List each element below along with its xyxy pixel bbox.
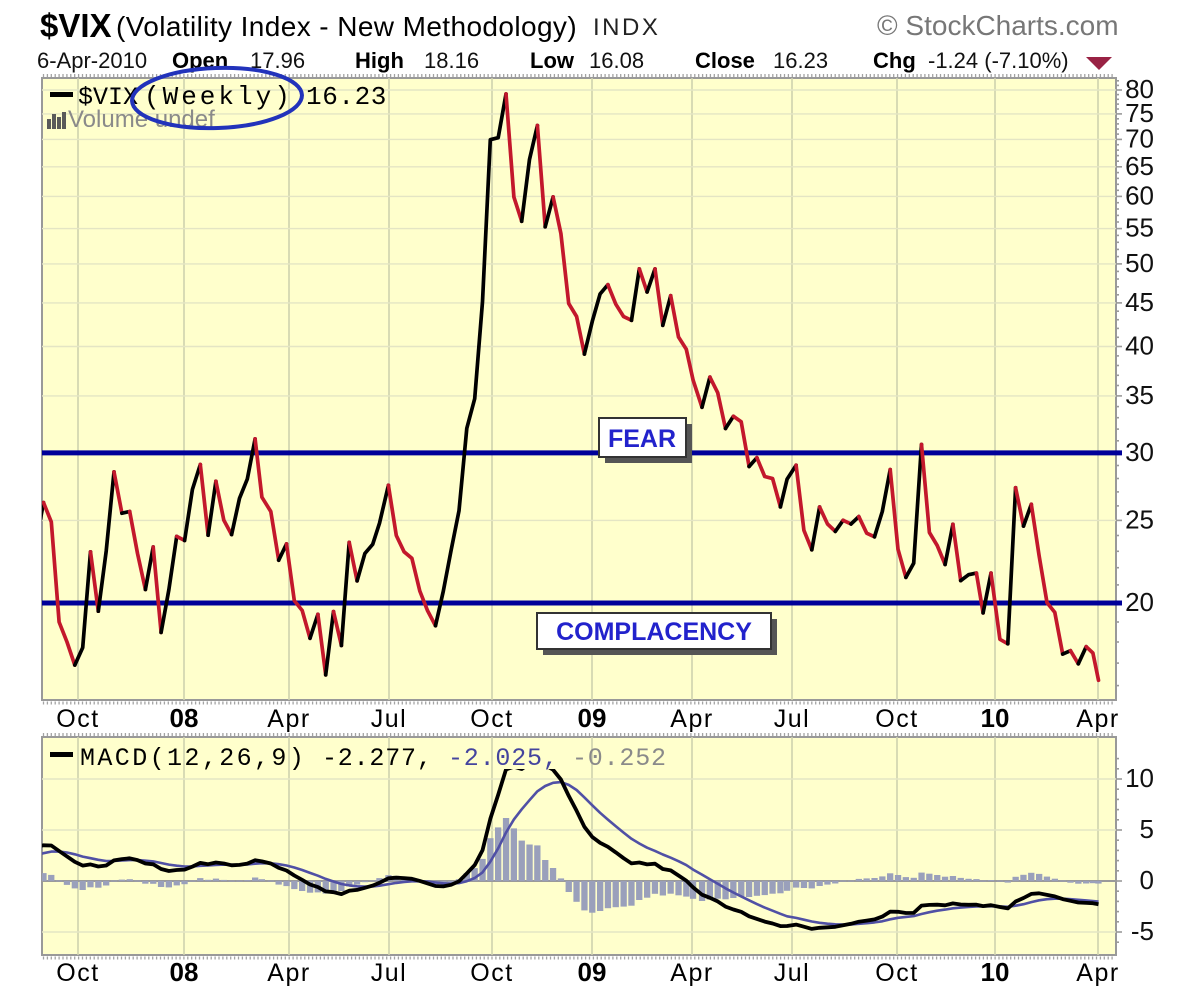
svg-text:Oct: Oct: [470, 705, 513, 733]
svg-text:0: 0: [1140, 865, 1154, 895]
svg-text:Oct: Oct: [56, 959, 99, 987]
svg-text:08: 08: [170, 957, 199, 987]
svg-text:FEAR: FEAR: [608, 425, 676, 453]
svg-text:Jul: Jul: [371, 705, 407, 733]
svg-text:10: 10: [1125, 763, 1154, 793]
svg-text:55: 55: [1125, 213, 1154, 243]
svg-text:50: 50: [1125, 248, 1154, 278]
svg-text:10: 10: [981, 957, 1010, 987]
svg-text:20: 20: [1125, 587, 1154, 617]
svg-text:-5: -5: [1131, 916, 1154, 946]
svg-text:10: 10: [981, 703, 1010, 733]
svg-text:Apr: Apr: [1076, 959, 1119, 987]
svg-text:45: 45: [1125, 287, 1154, 317]
svg-text:COMPLACENCY: COMPLACENCY: [556, 618, 752, 646]
svg-text:Oct: Oct: [875, 959, 918, 987]
svg-text:30: 30: [1125, 437, 1154, 467]
svg-text:25: 25: [1125, 504, 1154, 534]
svg-text:6-Apr-2010: 6-Apr-2010: [37, 48, 147, 73]
svg-text:40: 40: [1125, 331, 1154, 361]
svg-text:High: High: [355, 48, 404, 73]
svg-text:16.08: 16.08: [589, 48, 644, 73]
svg-text:-2.025,: -2.025,: [448, 744, 559, 773]
svg-text:35: 35: [1125, 380, 1154, 410]
svg-text:Oct: Oct: [56, 705, 99, 733]
svg-text:Chg: Chg: [873, 48, 916, 73]
svg-text:09: 09: [578, 703, 607, 733]
svg-text:Jul: Jul: [774, 705, 810, 733]
svg-text:Apr: Apr: [267, 959, 310, 987]
svg-text:Apr: Apr: [1076, 705, 1119, 733]
svg-text:-0.252: -0.252: [572, 744, 667, 773]
svg-text:16.23: 16.23: [773, 48, 828, 73]
svg-text:08: 08: [170, 703, 199, 733]
svg-text:Oct: Oct: [875, 705, 918, 733]
svg-text:-2.277,: -2.277,: [322, 744, 433, 773]
svg-text:70: 70: [1125, 123, 1154, 153]
svg-text:© StockCharts.com: © StockCharts.com: [877, 10, 1119, 41]
svg-text:75: 75: [1125, 98, 1154, 128]
svg-text:Close: Close: [695, 48, 755, 73]
svg-text:Apr: Apr: [670, 959, 713, 987]
svg-text:80: 80: [1125, 74, 1154, 104]
svg-text:Jul: Jul: [774, 959, 810, 987]
svg-text:$VIX: $VIX: [40, 7, 112, 44]
svg-text:Oct: Oct: [470, 959, 513, 987]
svg-text:-1.24 (-7.10%): -1.24 (-7.10%): [928, 48, 1069, 73]
svg-text:5: 5: [1140, 814, 1154, 844]
svg-text:Low: Low: [530, 48, 575, 73]
svg-text:(Weekly): (Weekly): [144, 82, 293, 112]
svg-text:MACD(12,26,9): MACD(12,26,9): [80, 744, 306, 773]
svg-text:18.16: 18.16: [424, 48, 479, 73]
svg-text:Apr: Apr: [670, 705, 713, 733]
svg-text:60: 60: [1125, 180, 1154, 210]
svg-text:Jul: Jul: [371, 959, 407, 987]
svg-text:09: 09: [578, 957, 607, 987]
svg-text:Apr: Apr: [267, 705, 310, 733]
svg-text:$VIX: $VIX: [78, 83, 138, 112]
svg-text:16.23: 16.23: [306, 82, 387, 112]
svg-text:INDX: INDX: [593, 14, 660, 41]
svg-text:65: 65: [1125, 151, 1154, 181]
svg-text:(Volatility Index - New Method: (Volatility Index - New Methodology): [116, 11, 577, 42]
